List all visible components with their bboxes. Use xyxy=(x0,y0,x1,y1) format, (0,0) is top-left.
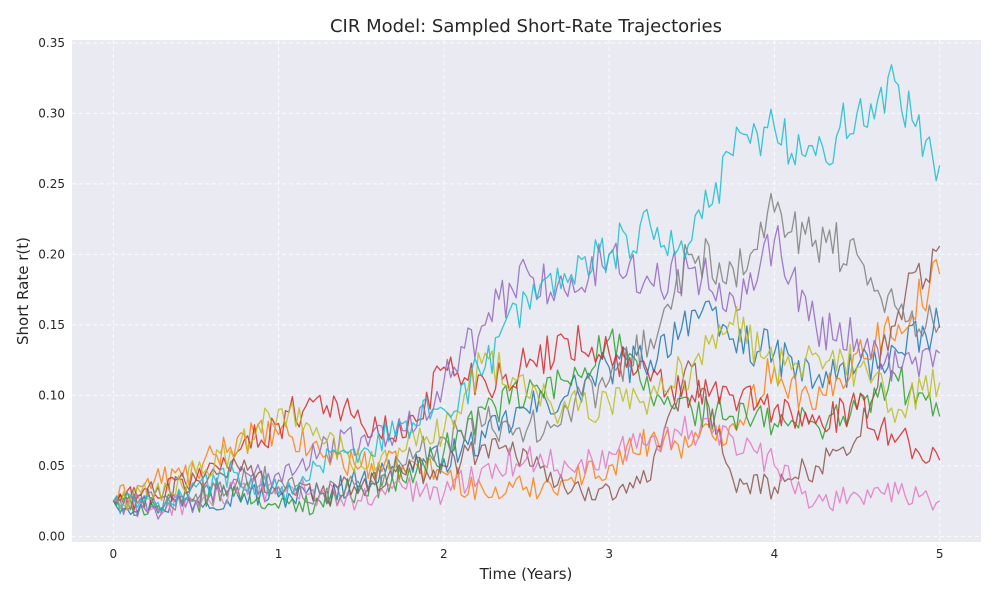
x-tick-label: 3 xyxy=(605,547,613,561)
y-axis-label: Short Rate r(t) xyxy=(14,237,32,345)
y-tick-label: 0.25 xyxy=(38,177,65,191)
grid-lines xyxy=(72,40,981,542)
trajectory-line-6 xyxy=(113,245,941,508)
x-tick-label: 2 xyxy=(440,547,448,561)
trajectory-line-4 xyxy=(113,324,941,511)
series-lines xyxy=(112,64,941,520)
trajectory-line-1 xyxy=(112,300,941,515)
y-tick-label: 0.30 xyxy=(38,106,65,120)
y-tick-label: 0.35 xyxy=(38,36,65,50)
x-axis-label: Time (Years) xyxy=(479,565,573,583)
x-tick-label: 1 xyxy=(275,547,283,561)
chart-title: CIR Model: Sampled Short-Rate Trajectori… xyxy=(330,16,722,37)
y-tick-label: 0.05 xyxy=(38,459,65,473)
trajectory-line-10 xyxy=(112,64,941,515)
x-tick-label: 4 xyxy=(771,547,779,561)
tick-labels: 0 1 2 3 4 5 0.00 0.05 0.10 0.15 0.20 0.25 0.30 0.35 xyxy=(38,36,943,561)
x-tick-label: 0 xyxy=(109,547,117,561)
y-tick-label: 0.10 xyxy=(38,388,65,402)
trajectory-line-8 xyxy=(112,192,941,512)
trajectory-line-9 xyxy=(112,305,941,511)
y-tick-label: 0.15 xyxy=(38,318,65,332)
x-tick-label: 5 xyxy=(936,547,944,561)
y-tick-label: 0.20 xyxy=(38,247,65,261)
y-tick-label: 0.00 xyxy=(38,529,65,543)
trajectory-line-5 xyxy=(113,224,941,520)
trajectory-line-2 xyxy=(112,258,941,505)
